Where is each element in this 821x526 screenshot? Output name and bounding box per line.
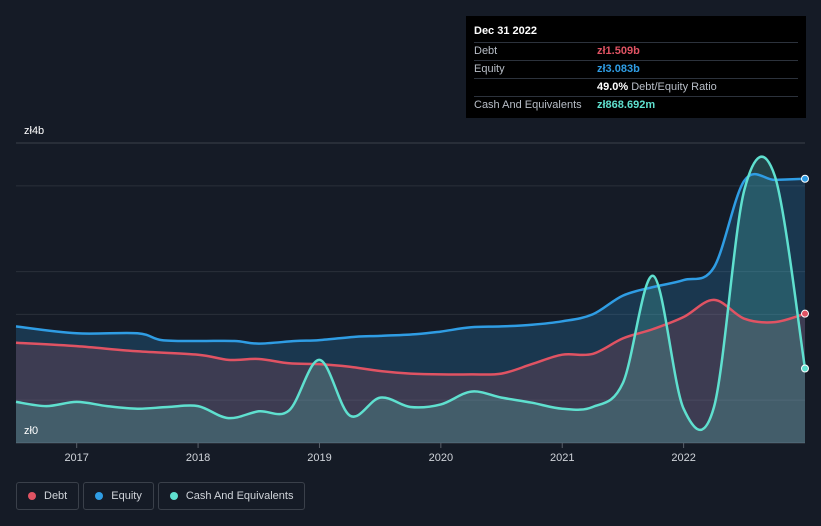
tooltip-ratio-value: 49.0% <box>597 81 629 93</box>
legend-item-debt[interactable]: Debt <box>16 482 80 510</box>
x-tick-label: 2019 <box>307 452 331 464</box>
chart-legend: Debt Equity Cash And Equivalents <box>16 482 306 510</box>
legend-item-cash[interactable]: Cash And Equivalents <box>157 482 306 510</box>
cash-and-equivalents-end-marker <box>801 364 809 373</box>
tooltip-date: Dec 31 2022 <box>474 25 537 37</box>
grid-lines <box>16 142 805 444</box>
tooltip-row-debt: Debt zł1.509b <box>474 42 798 60</box>
debt-area <box>16 299 805 443</box>
legend-item-equity[interactable]: Equity <box>83 482 154 510</box>
debt-line <box>15 298 806 376</box>
tooltip-cash-label: Cash And Equivalents <box>474 99 582 111</box>
debt-end-marker <box>801 309 809 318</box>
equity-dot-icon <box>95 492 104 500</box>
x-axis-ticks: 2017 2018 2019 2020 2021 2022 <box>64 443 696 464</box>
series-lines <box>15 155 807 432</box>
equity-end-marker <box>801 174 809 183</box>
tooltip-cash-value: zł868.692m <box>597 99 656 111</box>
tooltip-equity-label: Equity <box>474 63 505 75</box>
tooltip-debt-value: zł1.509b <box>597 45 640 57</box>
tooltip-row-ratio: 49.0% Debt/Equity Ratio <box>474 78 798 96</box>
legend-equity-label: Equity <box>111 490 142 502</box>
y-axis-bottom-label: zł0 <box>24 425 39 437</box>
tooltip-ratio-suffix: Debt/Equity Ratio <box>631 81 717 93</box>
series-end-markers <box>801 174 809 373</box>
tooltip-row-cash: Cash And Equivalents zł868.692m <box>474 96 798 114</box>
equity-area <box>16 174 805 443</box>
legend-debt-label: Debt <box>44 490 68 502</box>
x-tick-label: 2020 <box>429 452 453 464</box>
tooltip-equity-value: zł3.083b <box>597 63 640 75</box>
debt-dot-icon <box>28 492 36 500</box>
x-tick-label: 2017 <box>64 452 88 464</box>
cash-and-equivalents-area <box>16 156 805 444</box>
x-tick-label: 2021 <box>550 452 574 464</box>
tooltip-ratio-label <box>474 79 597 96</box>
equity-line <box>15 172 806 345</box>
x-tick-label: 2018 <box>186 452 210 464</box>
x-tick-label: 2022 <box>671 452 695 464</box>
cash-and-equivalents-line <box>15 155 807 432</box>
data-tooltip: Dec 31 2022 Debt zł1.509b Equity zł3.083… <box>466 16 806 118</box>
y-axis-top-label: zł4b <box>24 125 45 137</box>
tooltip-row-equity: Equity zł3.083b <box>474 60 798 78</box>
series-areas <box>16 156 805 444</box>
tooltip-debt-label: Debt <box>474 45 498 57</box>
cash-dot-icon <box>169 492 178 500</box>
legend-cash-label: Cash And Equivalents <box>185 490 294 502</box>
